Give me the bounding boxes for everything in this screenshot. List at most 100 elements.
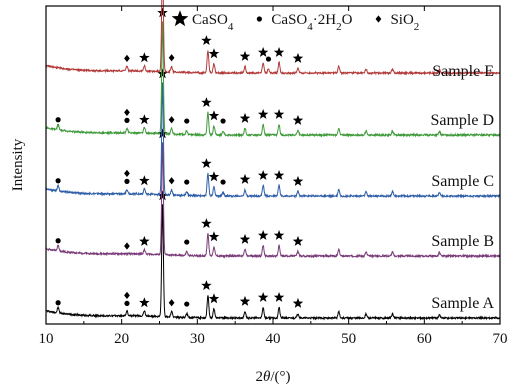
circle-marker (55, 117, 61, 123)
diamond-marker (168, 54, 175, 62)
x-tick-label: 40 (266, 331, 281, 347)
star-marker (273, 108, 285, 119)
star-marker (292, 297, 304, 308)
circle-marker (184, 301, 190, 307)
series-label: Sample C (431, 173, 494, 190)
circle-marker (124, 178, 130, 184)
legend-label: CaSO4·2H2O (271, 12, 352, 33)
star-marker (157, 7, 168, 18)
circle-marker (220, 118, 226, 124)
star-marker (257, 108, 269, 119)
star-marker (257, 169, 269, 180)
star-marker (239, 112, 251, 123)
diamond-marker (168, 116, 175, 124)
star-marker (292, 175, 304, 186)
star-marker (139, 297, 150, 308)
circle-marker (220, 179, 226, 185)
circle-marker (265, 56, 272, 62)
legend-label: SiO2 (390, 12, 419, 33)
diamond-marker (375, 15, 382, 23)
plot-area: Sample A Sample B Sample C Sample D Sample E (45, 0, 501, 321)
circle-marker (184, 239, 190, 245)
star-marker (292, 52, 304, 63)
star-marker (273, 46, 285, 57)
star-marker (257, 291, 269, 302)
star-marker (201, 35, 212, 46)
x-tick-label: 50 (341, 331, 356, 347)
star-marker (157, 128, 168, 139)
circle-marker (124, 300, 130, 306)
star-marker (201, 158, 212, 169)
diamond-marker (124, 54, 130, 62)
circle-marker (256, 16, 262, 22)
series-line (45, 21, 501, 138)
star-marker (239, 233, 251, 244)
star-marker (171, 10, 189, 27)
legend-item: CaSO4 (171, 10, 234, 33)
legend-label: CaSO4 (192, 12, 234, 33)
circle-marker (55, 178, 61, 184)
circle-marker (55, 238, 61, 244)
circle-marker (55, 300, 61, 306)
star-marker (273, 291, 285, 302)
star-marker (292, 235, 304, 246)
star-marker (208, 231, 220, 242)
circle-marker (124, 117, 130, 123)
star-marker (239, 295, 251, 306)
star-marker (208, 171, 220, 182)
y-axis-title: Intensity (10, 138, 26, 191)
legend-item: CaSO4·2H2O (256, 12, 353, 33)
star-marker (139, 52, 150, 63)
series-sample-d: Sample D (45, 7, 501, 138)
x-tick-label: 60 (417, 331, 432, 347)
star-marker (201, 218, 212, 229)
circle-marker (184, 118, 190, 124)
legend: CaSO4 CaSO4·2H2O SiO2 (171, 10, 419, 33)
star-marker (139, 114, 150, 125)
diamond-marker (124, 169, 130, 177)
star-marker (139, 175, 150, 186)
star-marker (257, 229, 269, 240)
diamond-marker (168, 177, 175, 185)
legend-item: SiO2 (375, 12, 419, 33)
star-marker (239, 50, 251, 61)
series-sample-c: Sample C (45, 68, 501, 199)
series-line (45, 204, 501, 321)
series-label: Sample A (431, 295, 494, 312)
series-sample-e: Sample E (45, 0, 501, 80)
series-sample-b: Sample B (45, 128, 501, 259)
star-marker (292, 114, 304, 125)
series-label: Sample B (431, 233, 494, 250)
x-tick-label: 30 (190, 331, 205, 347)
x-axis: 10 20 30 40 50 60 70 (39, 6, 508, 347)
series-line (45, 82, 501, 199)
series-sample-a: Sample A (45, 190, 501, 321)
diamond-marker (124, 108, 130, 116)
star-marker (139, 235, 150, 246)
star-marker (257, 46, 269, 57)
star-marker (208, 293, 220, 304)
series-line (45, 142, 501, 259)
star-marker (208, 48, 220, 59)
series-line (45, 0, 501, 76)
star-marker (201, 97, 212, 108)
x-tick-label: 10 (39, 331, 54, 347)
x-tick-label: 20 (114, 331, 129, 347)
diamond-marker (124, 242, 130, 250)
series-label: Sample D (430, 112, 494, 129)
x-tick-label: 70 (493, 331, 508, 347)
star-marker (239, 173, 251, 184)
star-marker (208, 110, 220, 121)
diamond-marker (124, 291, 130, 299)
star-marker (273, 169, 285, 180)
circle-marker (184, 179, 190, 185)
plot-frame (45, 5, 501, 325)
star-marker (157, 190, 168, 201)
star-marker (273, 229, 285, 240)
star-marker (157, 68, 168, 79)
x-axis-title: 2θ/(°) (255, 369, 290, 385)
star-marker (201, 280, 212, 291)
diamond-marker (168, 299, 175, 307)
